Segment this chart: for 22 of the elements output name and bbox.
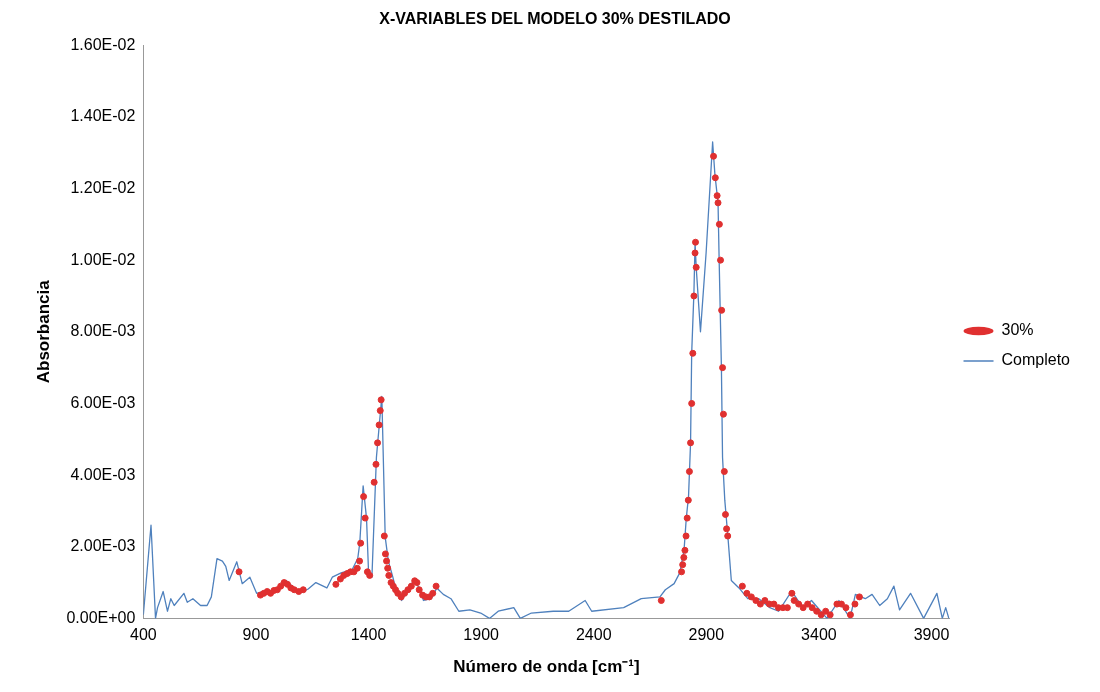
legend-label: Completo xyxy=(1001,351,1071,369)
x-axis-title: Número de onda [cm⁻¹] xyxy=(453,657,640,677)
y-tick-label: 6.00E-03 xyxy=(70,393,136,411)
x-tick-label: 900 xyxy=(242,626,270,644)
x-tick-label: 1400 xyxy=(350,626,387,644)
y-tick-label: 8.00E-03 xyxy=(70,322,136,340)
y-tick-label: 0.00E+00 xyxy=(66,608,136,626)
x-tick-label: 3900 xyxy=(913,626,950,644)
y-tick-label: 4.00E-03 xyxy=(70,465,136,483)
x-tick-label: 1900 xyxy=(463,626,500,644)
chart-title: X-VARIABLES DEL MODELO 30% DESTILADO xyxy=(379,10,731,28)
y-tick-label: 1.60E-02 xyxy=(70,35,136,53)
y-tick-label: 1.40E-02 xyxy=(70,107,136,125)
y-axis-title: Absorbancia xyxy=(33,279,53,384)
y-tick-label: 1.00E-02 xyxy=(70,250,136,268)
x-tick-label: 2900 xyxy=(688,626,725,644)
y-tick-label: 1.20E-02 xyxy=(70,178,136,196)
x-tick-label: 2400 xyxy=(575,626,612,644)
x-tick-label: 3400 xyxy=(801,626,837,644)
y-tick-label: 2.00E-03 xyxy=(70,537,136,555)
legend-label: 30% xyxy=(1001,321,1034,339)
x-tick-label: 400 xyxy=(130,626,157,644)
